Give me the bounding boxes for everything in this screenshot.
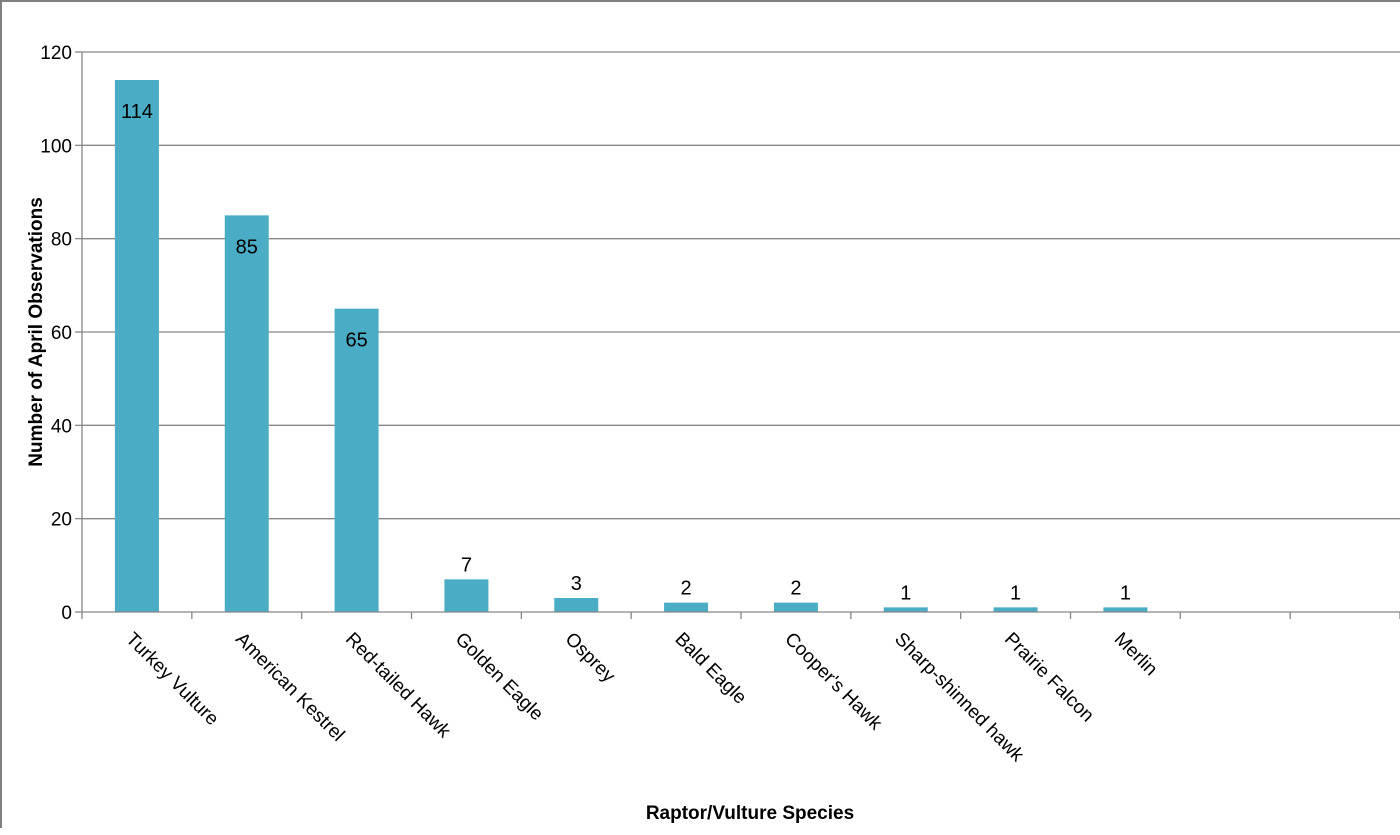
y-tick-label: 0: [61, 603, 72, 624]
x-category-label: Golden Eagle: [451, 629, 547, 725]
bar: [444, 579, 489, 612]
y-axis-title: Number of April Observations: [26, 197, 47, 467]
bar: [664, 602, 709, 612]
data-label: 2: [790, 578, 801, 600]
data-label: 1: [900, 582, 911, 604]
y-tick-label: 20: [51, 510, 72, 531]
x-category-label: Bald Eagle: [671, 629, 751, 709]
data-label: 1: [1120, 582, 1131, 604]
bars: [114, 80, 1148, 613]
x-category-labels: Turkey Vulture American KestrelRed-tailed…: [121, 629, 1161, 767]
data-label: 3: [571, 573, 582, 595]
bar: [334, 308, 379, 612]
bar: [114, 80, 159, 612]
bar: [773, 602, 818, 612]
bar: [883, 607, 928, 612]
bar: [554, 598, 599, 612]
x-category-label: Turkey Vulture: [121, 629, 222, 730]
data-label: 2: [681, 578, 692, 600]
x-category-label: Merlin: [1110, 629, 1161, 680]
data-label: 114: [121, 101, 153, 123]
data-label: 7: [461, 554, 472, 576]
x-category-label: Red-tailed Hawk: [341, 629, 455, 743]
y-tick-label: 60: [51, 323, 72, 344]
x-category-label: Prairie Falcon: [1000, 629, 1098, 727]
bar: [993, 607, 1038, 612]
axes: [75, 51, 1400, 619]
data-label: 65: [345, 330, 367, 352]
gridlines: [82, 51, 1400, 520]
x-category-label: Cooper's Hawk: [780, 629, 886, 735]
bar: [1103, 607, 1148, 612]
data-label: 85: [236, 236, 258, 258]
y-tick-label: 40: [51, 416, 72, 437]
bar: [224, 215, 269, 613]
x-category-label: Osprey: [561, 629, 620, 688]
y-tick-label: 80: [51, 230, 72, 251]
x-category-label: American Kestrel: [231, 629, 348, 746]
y-tick-labels: 0 20 40 60 80 100 120: [40, 43, 72, 624]
x-axis-title: Raptor/Vulture Species: [646, 803, 854, 824]
y-tick-label: 100: [40, 136, 72, 157]
data-labels: 114 85 65 7 3 2 2 1 1 1: [121, 101, 1131, 604]
y-tick-label: 120: [40, 43, 72, 64]
data-label: 1: [1010, 582, 1021, 604]
